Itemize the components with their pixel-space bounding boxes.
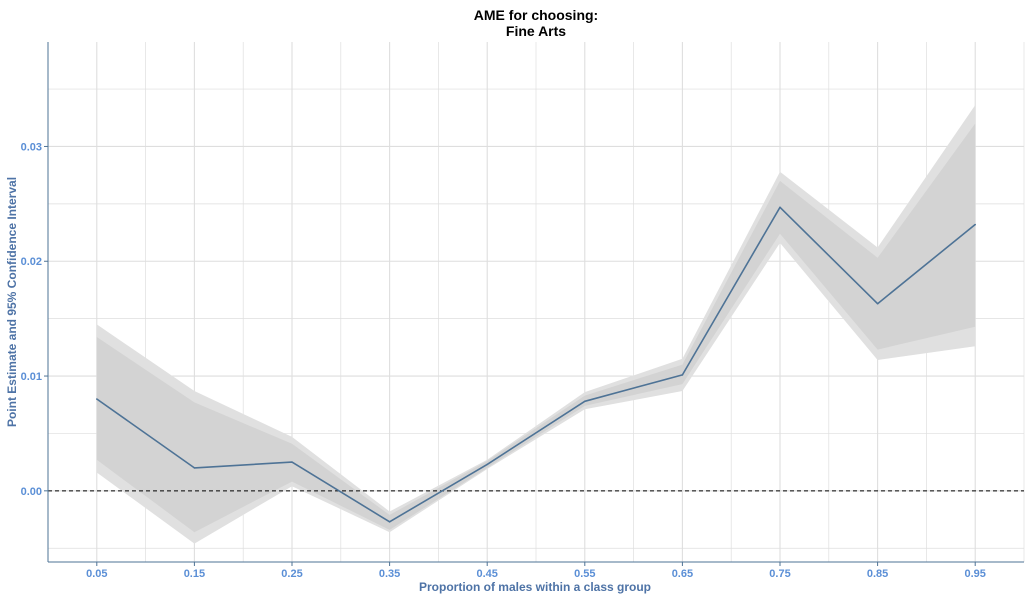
x-tick-label: 0.95 bbox=[964, 568, 985, 580]
point-estimate-point bbox=[486, 463, 489, 466]
point-estimate-point bbox=[779, 206, 781, 209]
point-estimate-point bbox=[388, 521, 391, 523]
y-tick-label: 0.01 bbox=[21, 371, 42, 383]
x-tick-label: 0.75 bbox=[769, 568, 790, 580]
y-tick-label: 0.03 bbox=[21, 141, 42, 153]
y-tick-label: 0.00 bbox=[21, 486, 42, 498]
point-estimate-point bbox=[193, 467, 196, 469]
x-tick-labels: 0.05 0.15 0.25 0.35 0.45 0.55 0.65 0.75 0.85 0.95 bbox=[86, 568, 986, 580]
x-axis-title: Proportion of males within a class group bbox=[419, 580, 651, 594]
x-tick-label: 0.45 bbox=[476, 568, 497, 580]
chart-title-line-2: Fine Arts bbox=[506, 23, 566, 39]
x-tick-label: 0.15 bbox=[184, 568, 205, 580]
x-tick-label: 0.25 bbox=[281, 568, 302, 580]
point-estimate-series bbox=[96, 206, 976, 523]
point-estimate-point bbox=[584, 400, 586, 403]
y-tick-labels: 0.00 0.01 0.02 0.03 bbox=[21, 141, 42, 497]
point-estimate-point bbox=[681, 374, 684, 376]
axes bbox=[44, 42, 1024, 566]
chart-title-line-1: AME for choosing: bbox=[474, 7, 598, 23]
x-tick-label: 0.05 bbox=[86, 568, 107, 580]
x-tick-label: 0.85 bbox=[867, 568, 888, 580]
point-estimate-point bbox=[876, 302, 879, 305]
point-estimate-point bbox=[96, 398, 98, 400]
point-estimate-point bbox=[974, 223, 976, 226]
point-estimate-line bbox=[96, 206, 976, 523]
y-tick-label: 0.02 bbox=[21, 256, 42, 268]
point-estimate-point bbox=[291, 461, 293, 463]
x-tick-label: 0.35 bbox=[379, 568, 400, 580]
y-axis-title: Point Estimate and 95% Confidence Interv… bbox=[5, 177, 19, 427]
x-tick-label: 0.65 bbox=[672, 568, 693, 580]
x-tick-label: 0.55 bbox=[574, 568, 595, 580]
